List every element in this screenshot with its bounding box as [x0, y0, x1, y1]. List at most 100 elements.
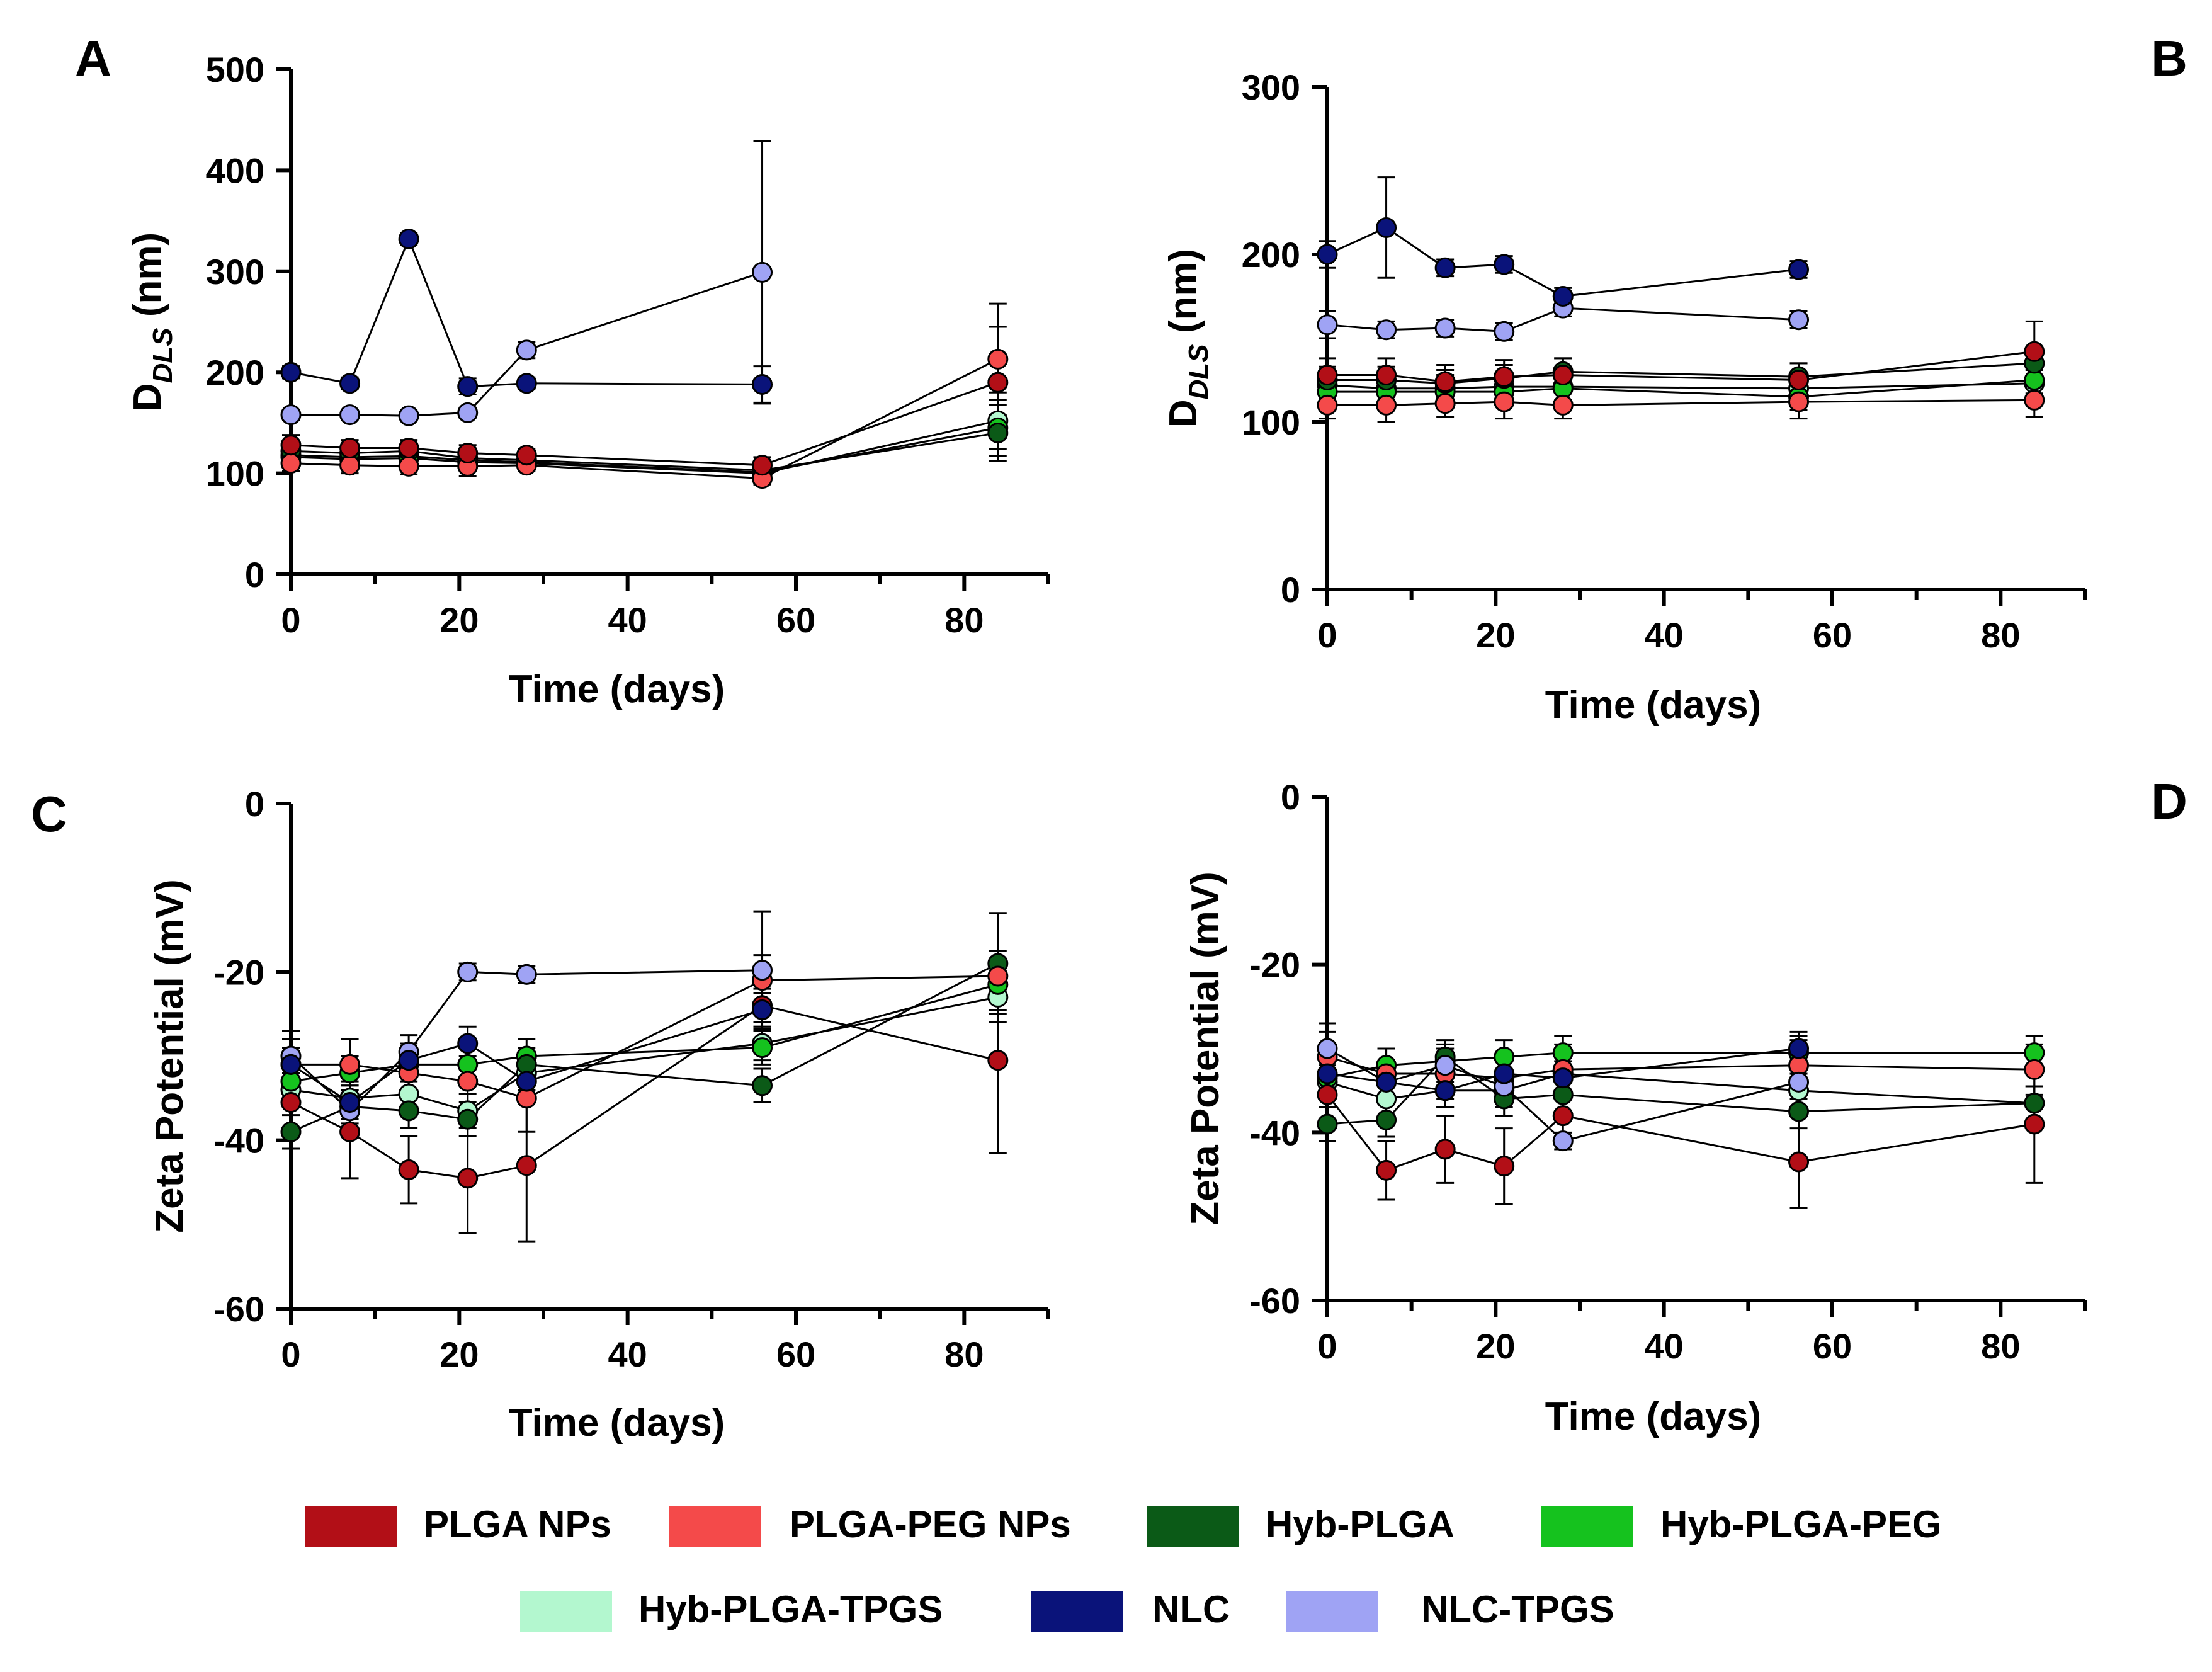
data-point-plgapeg	[1552, 394, 1574, 416]
series-line-nlc	[290, 236, 763, 388]
x-tick-label: 60	[1813, 1326, 1852, 1366]
data-point-nlc	[752, 999, 773, 1020]
y-tick-label: 0	[245, 784, 264, 824]
y-tick-label: -20	[1249, 945, 1300, 985]
data-point-nlc	[1434, 1080, 1456, 1101]
legend-swatch	[1286, 1591, 1378, 1632]
data-point-nlctpgs	[457, 961, 479, 982]
data-point-nlctpgs	[752, 960, 773, 981]
data-point-hyb	[398, 1100, 419, 1122]
data-point-plgapeg	[339, 455, 361, 476]
x-tick-label: 40	[1645, 1326, 1684, 1366]
data-point-nlc	[1376, 217, 1397, 238]
data-point-nlc	[1376, 1071, 1397, 1093]
legend-label: PLGA-PEG NPs	[790, 1503, 1071, 1545]
data-point-plga	[1552, 1105, 1574, 1127]
data-point-plgapeg	[280, 453, 302, 474]
data-point-plga	[1317, 1084, 1338, 1105]
legend-row-1: PLGA NPs PLGA-PEG NPs Hyb-PLGA Hyb-PLGA-…	[0, 1493, 2212, 1568]
legend-label: Hyb-PLGA-TPGS	[638, 1588, 943, 1630]
data-point-nlctpgs	[1434, 317, 1456, 339]
data-point-nlc	[516, 1071, 537, 1092]
data-point-plgapeg	[2024, 1059, 2045, 1080]
x-axis-title: Time (days)	[509, 668, 725, 711]
data-point-nlc	[516, 373, 537, 394]
data-point-hyb	[2024, 1093, 2045, 1114]
series-line-hyb	[290, 962, 999, 1133]
data-point-nlc	[280, 1054, 302, 1075]
data-point-nlc	[280, 361, 302, 383]
x-tick-label: 60	[776, 1334, 815, 1374]
data-point-plgapeg	[457, 1071, 479, 1092]
x-tick-label: 40	[1645, 615, 1684, 655]
y-axis-title: DDLS (nm)	[126, 232, 178, 411]
data-point-plga	[987, 1050, 1009, 1071]
data-point-plgapeg	[1317, 394, 1338, 416]
x-tick-label: 0	[281, 600, 300, 640]
x-tick-label: 20	[440, 600, 479, 640]
data-point-plgapeg	[987, 965, 1009, 987]
data-point-nlctpgs	[1552, 1130, 1574, 1152]
data-point-plga	[339, 1121, 361, 1142]
data-point-hybpeg	[752, 1037, 773, 1059]
legend-swatch	[1031, 1591, 1123, 1632]
y-tick-label: 0	[1281, 777, 1300, 817]
data-point-plga	[1494, 1156, 1515, 1177]
x-tick-label: 60	[776, 600, 815, 640]
y-axis-title: Zeta Potential (mV)	[148, 879, 191, 1233]
panel-letter: C	[31, 786, 67, 842]
x-tick-label: 80	[1981, 1326, 2020, 1366]
data-point-plga	[1552, 365, 1574, 386]
legend-label: NLC-TPGS	[1421, 1588, 1614, 1630]
series-line-hyb	[290, 431, 999, 472]
data-point-plga	[752, 455, 773, 476]
series-line-hybpeg	[290, 983, 999, 1083]
x-axis-title: Time (days)	[509, 1401, 725, 1445]
data-point-plga	[1788, 370, 1810, 390]
legend-label: PLGA NPs	[424, 1503, 611, 1545]
data-point-nlctpgs	[1494, 321, 1515, 342]
data-point-nlc	[1788, 1038, 1810, 1059]
legend-swatch	[1541, 1506, 1633, 1547]
data-point-plga	[516, 445, 537, 466]
y-tick-label: 200	[206, 353, 264, 392]
data-point-hyb	[457, 1108, 479, 1130]
data-point-plgapeg	[1434, 393, 1456, 414]
data-point-plga	[1788, 1151, 1810, 1173]
data-point-hyb	[1376, 1109, 1397, 1130]
data-point-plga	[398, 438, 419, 458]
data-point-plga	[398, 1159, 419, 1180]
x-axis-title: Time (days)	[1545, 1395, 1761, 1438]
panel-letter: A	[75, 30, 111, 86]
data-point-plgapeg	[2024, 389, 2045, 411]
data-point-nlc	[1788, 259, 1810, 280]
y-axis-title: DDLS (nm)	[1162, 249, 1214, 428]
y-axis-title: Zeta Potential (mV)	[1184, 872, 1227, 1226]
legend-label: Hyb-PLGA	[1266, 1503, 1455, 1545]
y-tick-label: -20	[213, 952, 264, 992]
data-point-hyb	[280, 1121, 302, 1142]
y-tick-label: 0	[1281, 570, 1300, 610]
x-tick-label: 80	[944, 600, 984, 640]
data-point-nlc	[457, 376, 479, 397]
y-tick-label: -60	[1249, 1281, 1300, 1321]
x-tick-label: 20	[1476, 1326, 1515, 1366]
data-point-hyb	[987, 422, 1009, 443]
legend-label: Hyb-PLGA-PEG	[1660, 1503, 1942, 1545]
data-point-plga	[2024, 1113, 2045, 1135]
data-point-nlctpgs	[339, 404, 361, 426]
data-point-nlctpgs	[398, 405, 419, 426]
data-point-plgapeg	[987, 348, 1009, 370]
x-tick-label: 40	[608, 600, 647, 640]
y-tick-label: 400	[206, 151, 264, 190]
panel-a: 0 100 200 300 400 500 0 20 40 60 80 Time (days) DDLS…	[75, 30, 1050, 711]
data-point-nlc	[1434, 257, 1456, 278]
panel-d: -60 -40 -20 0 0 20 40 60 80 Time (days) Zeta Poten…	[1184, 773, 2187, 1438]
data-point-plgapeg	[1494, 391, 1515, 412]
series-line-nlc	[1327, 226, 1799, 298]
data-point-nlc	[1494, 1063, 1515, 1084]
data-point-plgapeg	[1376, 394, 1397, 416]
x-tick-label: 0	[281, 1334, 300, 1374]
data-point-nlc	[1552, 1067, 1574, 1089]
legend-swatch	[305, 1506, 397, 1547]
